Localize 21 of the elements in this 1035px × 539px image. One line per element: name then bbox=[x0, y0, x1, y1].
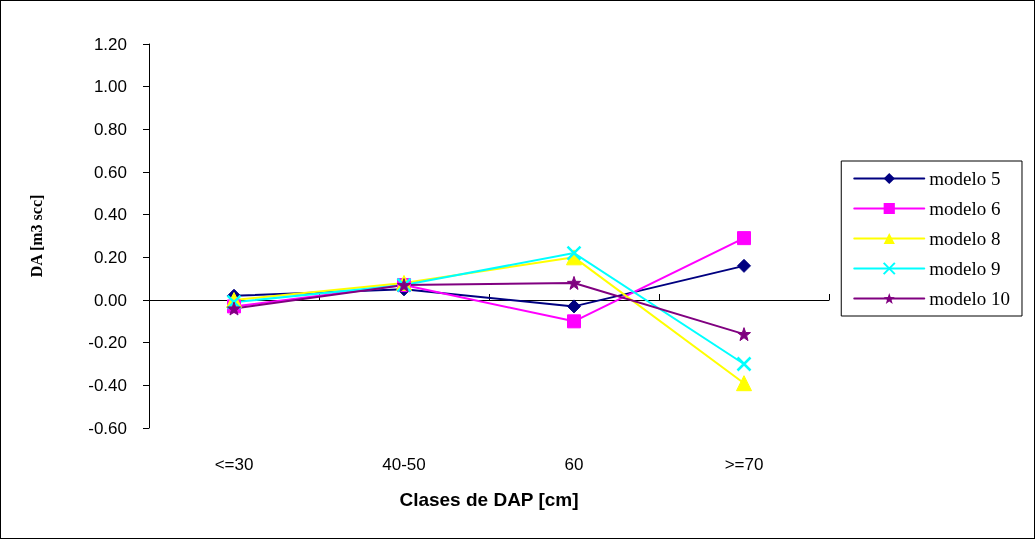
y-tick-label: 0.00 bbox=[93, 290, 127, 310]
y-tick-label: -0.60 bbox=[88, 418, 127, 438]
y-tick-label: 0.60 bbox=[93, 162, 127, 182]
x-tick-label: 60 bbox=[564, 455, 584, 474]
legend-label: modelo 6 bbox=[929, 198, 1001, 219]
x-axis-title: Clases de DAP [cm] bbox=[399, 489, 579, 510]
x-tick-label: 40-50 bbox=[382, 455, 426, 474]
x-tick-label: >=70 bbox=[724, 455, 764, 474]
y-tick-label: 1.20 bbox=[93, 34, 127, 54]
legend-label: modelo 9 bbox=[929, 258, 1001, 279]
y-axis-title: DA [m3 scc] bbox=[27, 194, 45, 278]
y-tick-label: 1.00 bbox=[93, 77, 127, 97]
y-tick-label: 0.80 bbox=[93, 119, 127, 139]
y-tick-label: -0.40 bbox=[88, 375, 127, 395]
y-tick-label: 0.40 bbox=[93, 205, 127, 225]
x-tick-label: <=30 bbox=[214, 455, 254, 474]
legend-label: modelo 8 bbox=[929, 228, 1001, 249]
legend-label: modelo 10 bbox=[929, 288, 1011, 309]
y-tick-label: 0.20 bbox=[93, 247, 127, 267]
legend-label: modelo 5 bbox=[929, 168, 1001, 189]
y-tick-label: -0.20 bbox=[88, 333, 127, 353]
